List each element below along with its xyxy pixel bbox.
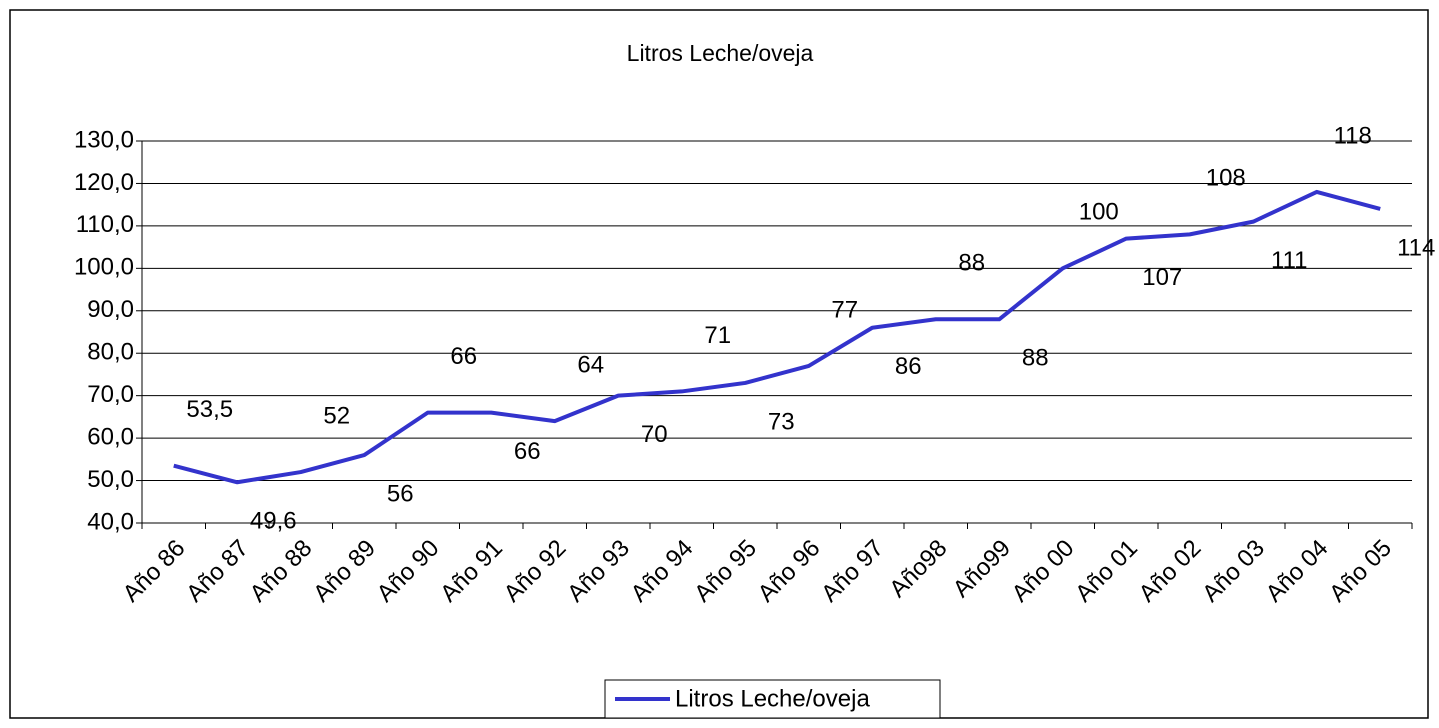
y-tick-label: 90,0 — [87, 296, 134, 323]
y-tick-label: 80,0 — [87, 339, 134, 366]
legend-label: Litros Leche/oveja — [675, 685, 870, 712]
data-label: 64 — [577, 351, 604, 378]
data-label: 118 — [1334, 122, 1372, 149]
y-tick-label: 70,0 — [87, 381, 134, 408]
data-label: 111 — [1271, 247, 1307, 274]
data-label: 52 — [323, 402, 350, 429]
data-label: 77 — [831, 296, 858, 323]
y-tick-label: 130,0 — [74, 126, 134, 153]
y-tick-label: 120,0 — [74, 169, 134, 196]
data-label: 53,5 — [186, 396, 233, 423]
data-label: 66 — [514, 438, 541, 465]
data-label: 70 — [641, 421, 668, 448]
data-label: 88 — [958, 250, 985, 277]
data-label: 100 — [1079, 199, 1119, 226]
data-line — [173, 189, 1381, 485]
chart-title: Litros Leche/oveja — [627, 40, 814, 66]
data-label: 88 — [1022, 345, 1049, 372]
chart-border — [9, 9, 1429, 719]
data-label: 73 — [768, 408, 795, 435]
data-label: 107 — [1142, 264, 1182, 291]
data-label: 49,6 — [250, 508, 297, 535]
y-tick-label: 50,0 — [87, 466, 134, 493]
data-label: 108 — [1206, 165, 1246, 192]
data-label: 114 — [1397, 234, 1435, 261]
data-label: 66 — [450, 343, 477, 370]
y-tick-label: 60,0 — [87, 423, 134, 450]
data-label: 71 — [704, 322, 731, 349]
data-label: 56 — [387, 480, 414, 507]
y-tick-label: 110,0 — [76, 211, 134, 238]
y-tick-label: 100,0 — [74, 254, 134, 281]
y-tick-label: 40,0 — [87, 508, 134, 535]
data-label: 86 — [895, 353, 922, 380]
